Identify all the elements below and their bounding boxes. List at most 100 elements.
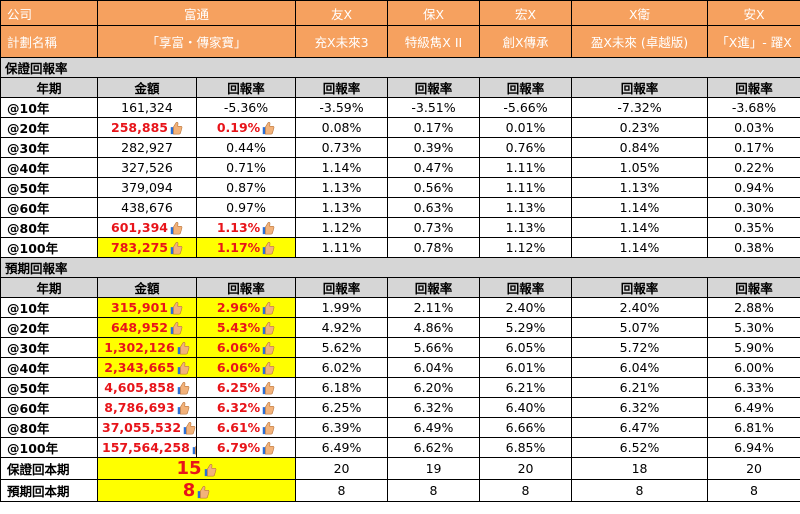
- thumbs-up-icon: [182, 421, 196, 435]
- period-label: @60年: [0, 397, 98, 418]
- competitor-rate: 6.18%: [295, 377, 389, 398]
- competitor-rate: 0.17%: [387, 117, 481, 138]
- futong-rate: 6.79%: [216, 439, 261, 455]
- competitor-rate: 0.39%: [387, 137, 481, 158]
- period-label: @100年: [0, 437, 98, 458]
- period-label: @10年: [0, 97, 98, 118]
- projected-column-header: 回報率: [707, 277, 800, 298]
- projected-section-title: 預期回報率: [0, 257, 800, 278]
- thumbs-up-icon: [169, 321, 183, 335]
- competitor-rate: 0.78%: [387, 237, 481, 258]
- header-plan-label: 計劃名稱: [0, 25, 98, 58]
- competitor-rate: 6.01%: [479, 357, 573, 378]
- thumbs-up-icon: [261, 241, 275, 255]
- thumbs-up-icon: [169, 241, 183, 255]
- comparison-table: 公司 富通 友X 保X 宏X X衛 安X 計劃名稱 「享富・傳家寶」 充X未來3…: [0, 0, 800, 502]
- competitor-rate: 6.66%: [479, 417, 573, 438]
- competitor-payback: 8: [707, 479, 800, 502]
- futong-rate-cell: 5.43%: [195, 317, 297, 338]
- futong-amount: 4,605,858: [104, 379, 175, 395]
- futong-amount-cell: 438,676: [97, 197, 197, 218]
- guaranteed-column-header: 回報率: [387, 77, 481, 98]
- competitor-rate: 6.81%: [707, 417, 800, 438]
- competitor-payback: 8: [295, 479, 389, 502]
- competitor-rate: -7.32%: [571, 97, 709, 118]
- projected-section-row: 預期回報率: [0, 257, 800, 278]
- competitor-rate: 5.72%: [571, 337, 709, 358]
- competitor-rate: -3.51%: [387, 97, 481, 118]
- competitor-rate: 6.00%: [707, 357, 800, 378]
- competitor-rate: 0.56%: [387, 177, 481, 198]
- competitor-rate: 2.40%: [479, 297, 573, 318]
- thumbs-up-icon: [176, 341, 190, 355]
- projected-column-header: 回報率: [479, 277, 573, 298]
- futong-amount-cell: 4,605,858: [97, 377, 197, 398]
- competitor-rate: 6.49%: [387, 417, 481, 438]
- futong-rate: 0.71%: [226, 160, 266, 175]
- futong-amount-cell: 258,885: [97, 117, 197, 138]
- projected-table-row: @40年 2,343,665 6.06% 6.02% 6.04% 6.01% 6.04% 6.…: [0, 357, 800, 378]
- competitor-rate: 1.12%: [295, 217, 389, 238]
- guaranteed-column-header: 回報率: [195, 77, 297, 98]
- thumbs-up-icon: [169, 221, 183, 235]
- header-plan-2: 充X未來3: [295, 25, 389, 58]
- period-label: @80年: [0, 417, 98, 438]
- projected-table-row: @20年 648,952 5.43% 4.92% 4.86% 5.29% 5.07% 5.30…: [0, 317, 800, 338]
- competitor-rate: -3.68%: [707, 97, 800, 118]
- competitor-payback: 20: [479, 457, 573, 480]
- thumbs-up-icon: [261, 321, 275, 335]
- payback-row: 保證回本期 15 20 19 20 18 20: [0, 457, 800, 480]
- competitor-rate: 5.66%: [387, 337, 481, 358]
- competitor-rate: 4.86%: [387, 317, 481, 338]
- futong-amount: 379,094: [121, 180, 173, 195]
- projected-table-row: @60年 8,786,693 6.32% 6.25% 6.32% 6.40% 6.32% 6.…: [0, 397, 800, 418]
- thumbs-up-icon: [261, 381, 275, 395]
- competitor-rate: 1.13%: [571, 177, 709, 198]
- thumbs-up-icon: [196, 485, 210, 499]
- guaranteed-column-header: 年期: [0, 77, 98, 98]
- futong-rate: 0.19%: [216, 119, 261, 135]
- guaranteed-column-header: 回報率: [479, 77, 573, 98]
- competitor-rate: 5.90%: [707, 337, 800, 358]
- competitor-rate: 1.14%: [571, 197, 709, 218]
- guaranteed-table-row: @80年 601,394 1.13% 1.12% 0.73% 1.13% 1.14% 0.35…: [0, 217, 800, 238]
- guaranteed-section-row: 保證回報率: [0, 57, 800, 78]
- futong-payback-years: 8: [182, 480, 196, 501]
- futong-rate: 6.32%: [216, 399, 261, 415]
- competitor-rate: 0.63%: [387, 197, 481, 218]
- header-plan-4: 創X傳承: [479, 25, 573, 58]
- thumbs-up-icon: [261, 441, 275, 455]
- thumbs-up-icon: [169, 121, 183, 135]
- period-label: @30年: [0, 137, 98, 158]
- projected-table-row: @100年 157,564,258 6.79% 6.49% 6.62% 6.85% 6.52…: [0, 437, 800, 458]
- competitor-rate: 0.94%: [707, 177, 800, 198]
- period-label: @20年: [0, 317, 98, 338]
- competitor-rate: 1.99%: [295, 297, 389, 318]
- competitor-rate: 0.23%: [571, 117, 709, 138]
- futong-rate: 6.06%: [216, 359, 261, 375]
- futong-amount-cell: 157,564,258: [97, 437, 197, 458]
- header-company-4: 宏X: [479, 0, 573, 26]
- futong-amount: 783,275: [111, 239, 168, 255]
- header-plan-6: 「X進」- 躍X: [707, 25, 800, 58]
- competitor-rate: 1.11%: [479, 177, 573, 198]
- competitor-rate: 6.04%: [571, 357, 709, 378]
- competitor-payback: 8: [571, 479, 709, 502]
- competitor-rate: 0.03%: [707, 117, 800, 138]
- thumbs-up-icon: [261, 301, 275, 315]
- futong-rate-cell: 0.44%: [195, 137, 297, 158]
- thumbs-up-icon: [261, 361, 275, 375]
- futong-amount: 601,394: [111, 219, 168, 235]
- competitor-rate: 0.01%: [479, 117, 573, 138]
- guaranteed-table-row: @50年 379,094 0.87% 1.13% 0.56% 1.11% 1.13% 0.94…: [0, 177, 800, 198]
- competitor-rate: 4.92%: [295, 317, 389, 338]
- futong-amount: 282,927: [121, 140, 173, 155]
- guaranteed-column-header: 金額: [97, 77, 197, 98]
- projected-column-header: 回報率: [195, 277, 297, 298]
- competitor-rate: 2.88%: [707, 297, 800, 318]
- competitor-rate: 6.32%: [571, 397, 709, 418]
- futong-amount: 315,901: [111, 299, 168, 315]
- header-company-label: 公司: [0, 0, 98, 26]
- futong-amount-cell: 601,394: [97, 217, 197, 238]
- competitor-rate: 6.52%: [571, 437, 709, 458]
